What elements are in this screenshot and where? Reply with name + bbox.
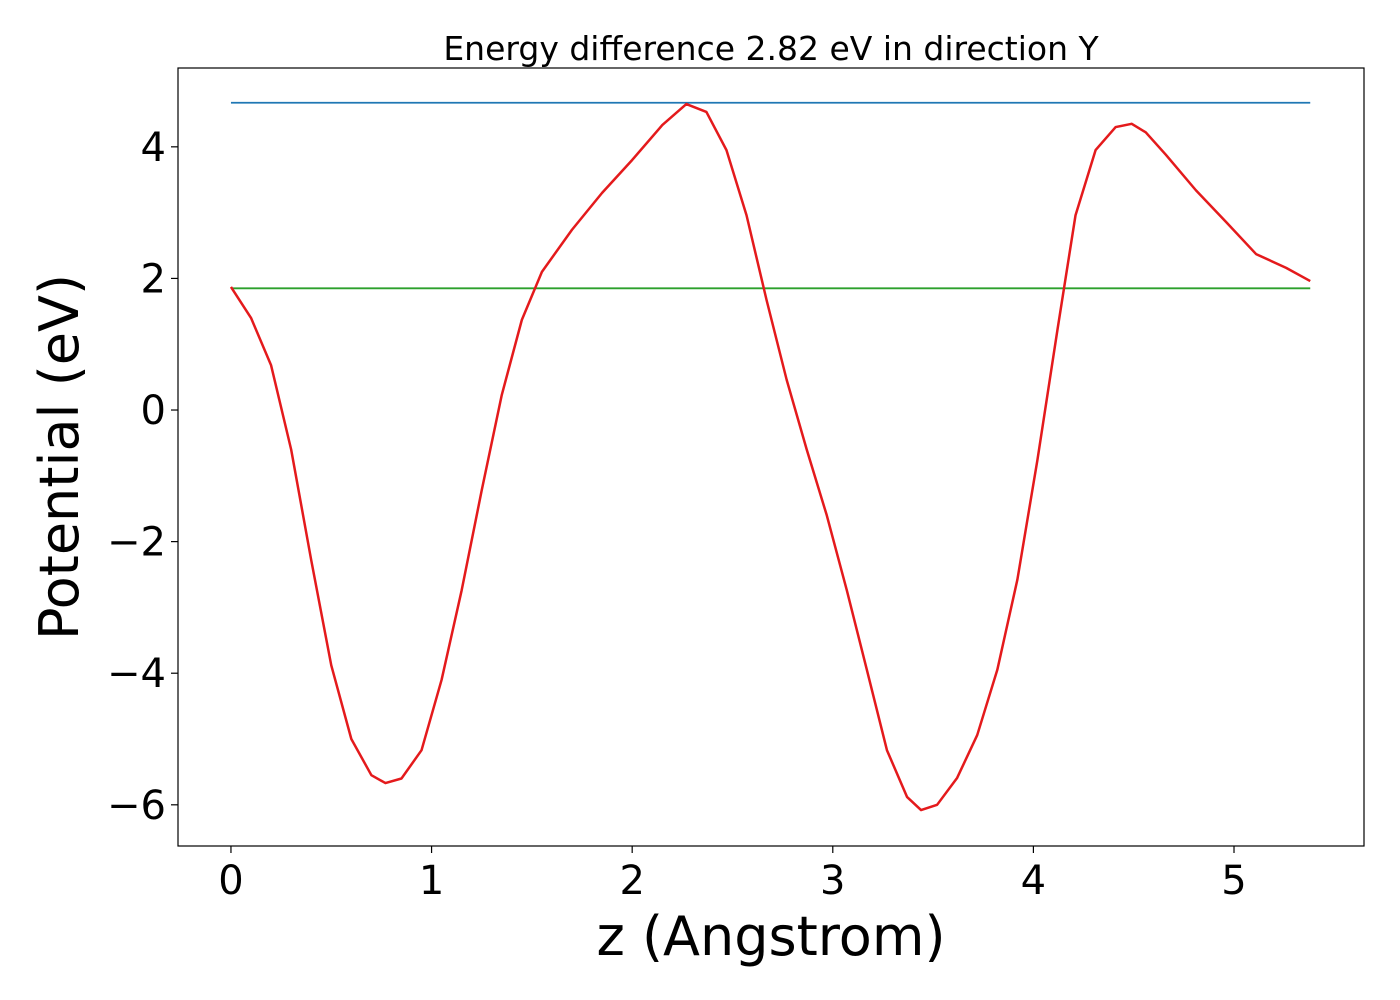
x-axis-label: z (Angstrom)	[596, 905, 945, 968]
chart-title: Energy difference 2.82 eV in direction Y	[443, 29, 1099, 68]
y-axis-label: Potential (eV)	[28, 274, 91, 640]
y-tick-label: 4	[141, 125, 166, 171]
x-tick-label: 1	[419, 858, 444, 904]
x-tick-label: 2	[619, 858, 644, 904]
plot-frame	[177, 67, 1365, 847]
y-tick-label: 0	[141, 388, 166, 434]
x-tick-label: 0	[218, 858, 243, 904]
x-tick-label: 5	[1221, 858, 1246, 904]
series-line	[229, 102, 1311, 812]
y-tick-label: −6	[107, 783, 166, 829]
y-tick-label: −4	[107, 651, 166, 697]
y-tick-label: −2	[107, 520, 166, 566]
x-tick-label: 4	[1021, 858, 1046, 904]
x-tick-label: 3	[820, 858, 845, 904]
y-tick-label: 2	[141, 256, 166, 302]
